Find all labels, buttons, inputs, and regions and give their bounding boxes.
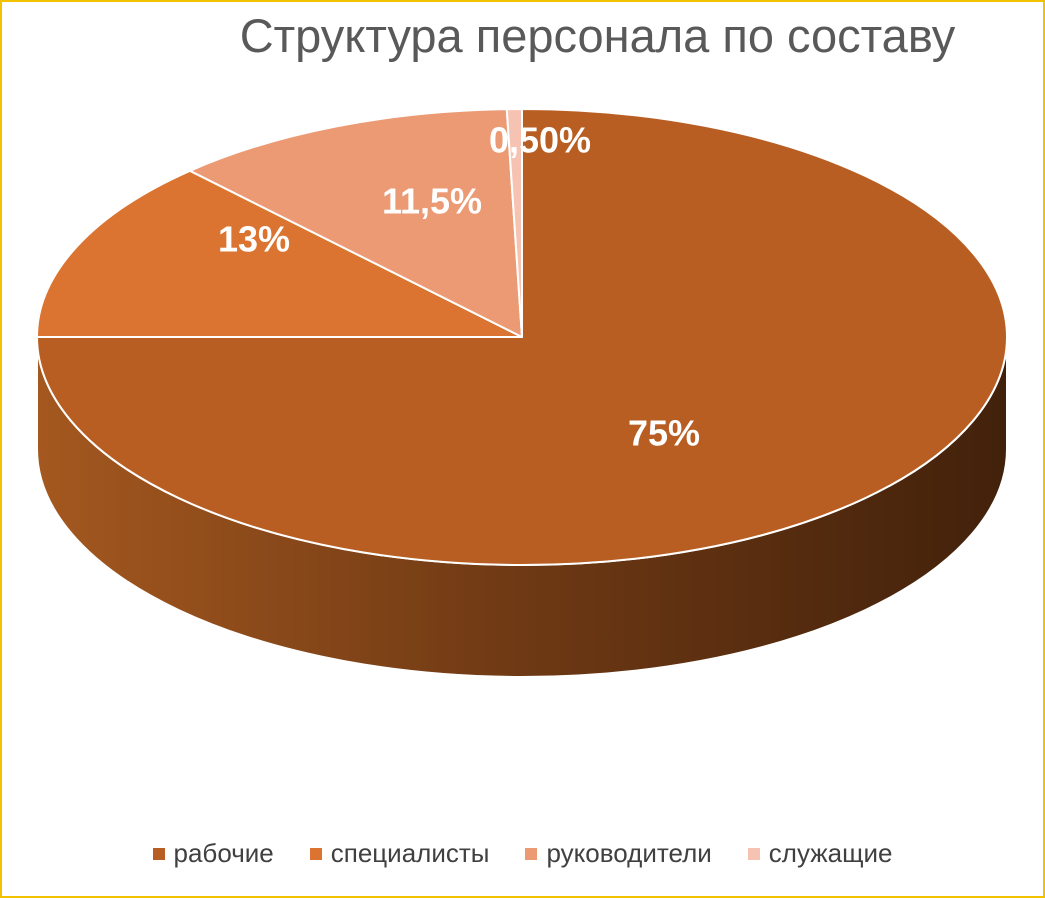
legend: рабочие специалисты руководители служащие [0, 838, 1045, 869]
data-label-rabochie: 75% [628, 413, 700, 454]
pie-slice-rukovoditeli[interactable] [188, 108, 523, 338]
legend-item-rukovoditeli[interactable]: руководители [525, 838, 712, 869]
pie-slice-rabochie[interactable] [36, 108, 1008, 566]
legend-label-sluzhashchie: служащие [768, 838, 893, 868]
pie-slice-spetsialisty[interactable] [36, 169, 523, 338]
legend-label-spetsialisty: специалисты [330, 838, 490, 868]
pie-slice-sluzhashchie[interactable] [505, 108, 523, 338]
legend-swatch-rukovoditeli [525, 847, 538, 860]
legend-item-sluzhashchie[interactable]: служащие [747, 838, 893, 869]
legend-label-rukovoditeli: руководители [546, 838, 712, 868]
data-label-spetsialisty: 13% [218, 219, 290, 260]
legend-label-rabochie: рабочие [173, 838, 274, 868]
legend-swatch-rabochie [152, 847, 165, 860]
data-label-sluzhashchie: 0,50% [489, 120, 591, 161]
chart-title: Структура персонала по составу [239, 9, 956, 62]
data-label-rukovoditeli: 11,5% [382, 181, 482, 222]
legend-swatch-sluzhashchie [747, 847, 760, 860]
legend-swatch-spetsialisty [309, 847, 322, 860]
legend-item-rabochie[interactable]: рабочие [152, 838, 274, 869]
legend-item-spetsialisty[interactable]: специалисты [309, 838, 490, 869]
